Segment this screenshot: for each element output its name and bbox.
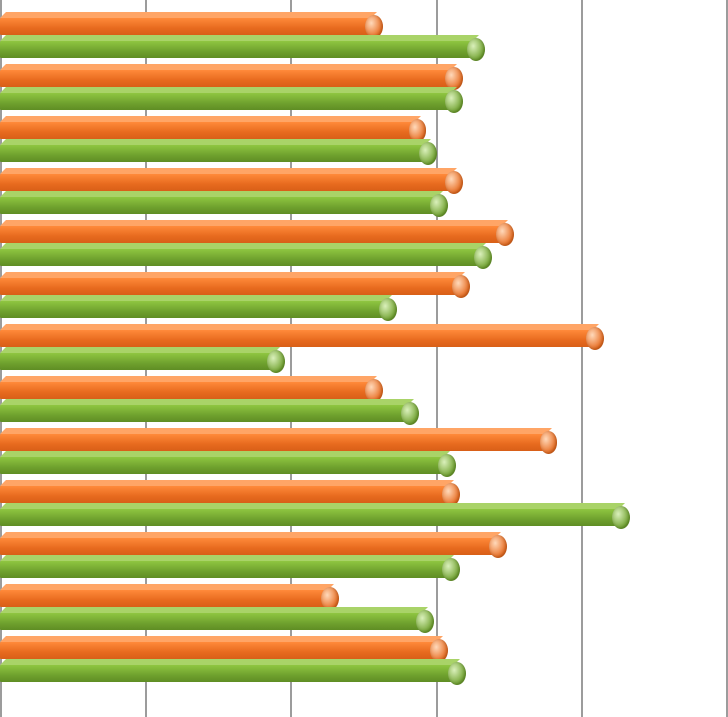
chart-container: [0, 0, 728, 717]
gridline: [581, 0, 583, 717]
plot-area: [0, 0, 728, 717]
